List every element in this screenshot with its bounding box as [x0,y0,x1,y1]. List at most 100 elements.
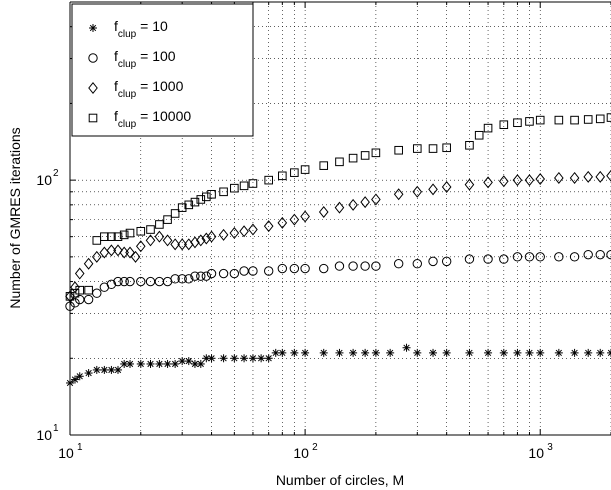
tick-labels: 10 1 10 2 10 310 110 2 [36,168,553,461]
series-1 [66,343,611,387]
legend-item: fclup = 100 [88,48,176,70]
data-point [146,225,155,234]
data-point [136,276,146,287]
data-point [442,348,451,357]
data-point [177,274,187,284]
data-point [119,230,129,240]
legend-marker [88,113,98,123]
data-point [465,348,474,357]
data-point [483,123,493,133]
data-point [371,261,381,271]
data-point [100,232,109,241]
data-point [190,197,200,207]
data-point [465,140,474,150]
data-point [184,357,193,366]
data-point [100,365,109,374]
data-point [525,117,534,126]
series-4 [65,113,611,301]
data-point [402,343,411,352]
data-point [202,192,211,202]
data-point [554,171,564,184]
data-point [536,348,545,357]
data-point [371,193,381,206]
data-point [393,259,404,269]
data-point [361,348,370,357]
data-point [595,114,605,124]
data-point [207,354,216,363]
y-tick-exponent: 2 [53,168,59,179]
data-point [499,254,509,264]
data-point [248,179,258,188]
data-point [583,115,593,124]
data-point [196,195,206,204]
y-tick-exponent: 1 [53,423,59,434]
data-point [595,249,605,260]
data-point [360,151,370,160]
data-point [263,220,274,233]
data-point [248,354,257,363]
legend-label: fclup = 10000 [114,108,191,130]
data-point [184,200,194,210]
data-point [290,168,299,177]
data-point [206,230,217,243]
data-point [484,348,493,357]
data-point [278,171,287,181]
data-point [135,240,146,253]
data-point [570,348,579,357]
data-point [263,266,274,276]
data-point [535,115,545,125]
data-point [318,205,329,218]
data-point [126,359,135,368]
data-point [607,348,611,357]
data-point [464,178,475,191]
data-point [606,169,611,182]
data-point [190,236,200,249]
data-point [74,267,85,280]
data-point [196,271,206,281]
data-point [257,354,266,363]
data-point [289,213,300,226]
data-point [428,183,438,196]
data-point [371,148,381,158]
data-point [146,359,155,368]
data-point [162,234,173,247]
data-point [428,256,438,267]
data-point [474,130,484,140]
data-point [170,274,180,284]
data-point [70,288,80,298]
data-point [441,256,452,267]
data-point [170,209,180,218]
y-axis-title: Number of GMRES iterations [7,127,23,308]
series-2 [65,249,611,311]
data-point [289,263,300,274]
data-point [171,359,180,368]
data-point [239,225,249,238]
data-point [107,232,116,241]
legend-marker [88,53,98,63]
x-tick-exponent: 1 [77,442,83,453]
data-point [535,173,546,186]
data-point [499,175,509,188]
data-point [512,174,523,187]
data-point [229,268,240,279]
data-point [429,348,438,357]
data-point [348,153,358,163]
y-tick-label: 10 1 [36,423,59,443]
data-point [386,348,395,357]
data-point [201,271,212,281]
data-point [75,372,84,381]
data-point [441,180,452,193]
data-point [136,226,146,236]
data-point [319,263,329,274]
data-point [218,228,229,241]
data-point [113,244,123,257]
data-point [219,187,228,197]
data-point [290,348,299,357]
data-point [240,354,249,363]
data-point [412,185,423,198]
data-point [554,348,563,357]
legend-label: fclup = 1000 [114,78,184,100]
y-tick-base: 10 [36,172,52,188]
data-point [154,230,165,243]
data-point [125,276,135,287]
